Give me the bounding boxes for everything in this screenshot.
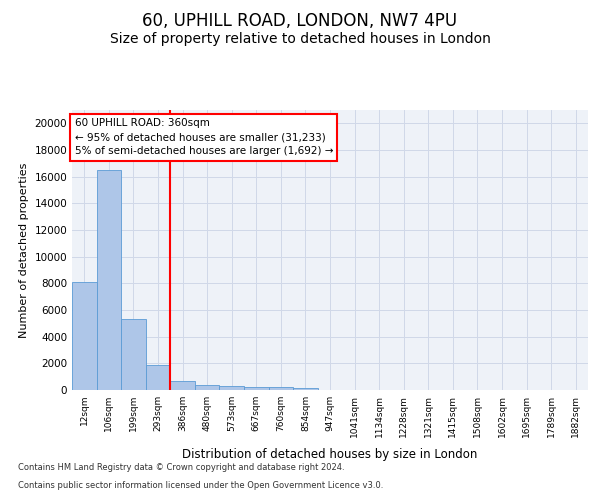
X-axis label: Distribution of detached houses by size in London: Distribution of detached houses by size … — [182, 448, 478, 461]
Bar — [293, 388, 318, 390]
Bar — [121, 320, 146, 390]
Bar — [269, 388, 293, 390]
Text: Size of property relative to detached houses in London: Size of property relative to detached ho… — [110, 32, 490, 46]
Bar — [195, 385, 220, 390]
Text: Contains public sector information licensed under the Open Government Licence v3: Contains public sector information licen… — [18, 481, 383, 490]
Bar — [244, 387, 269, 390]
Bar — [220, 386, 244, 390]
Bar — [72, 282, 97, 390]
Bar — [146, 366, 170, 390]
Text: 60 UPHILL ROAD: 360sqm
← 95% of detached houses are smaller (31,233)
5% of semi-: 60 UPHILL ROAD: 360sqm ← 95% of detached… — [74, 118, 333, 156]
Text: 60, UPHILL ROAD, LONDON, NW7 4PU: 60, UPHILL ROAD, LONDON, NW7 4PU — [142, 12, 458, 30]
Text: Contains HM Land Registry data © Crown copyright and database right 2024.: Contains HM Land Registry data © Crown c… — [18, 464, 344, 472]
Y-axis label: Number of detached properties: Number of detached properties — [19, 162, 29, 338]
Bar — [97, 170, 121, 390]
Bar — [170, 380, 195, 390]
